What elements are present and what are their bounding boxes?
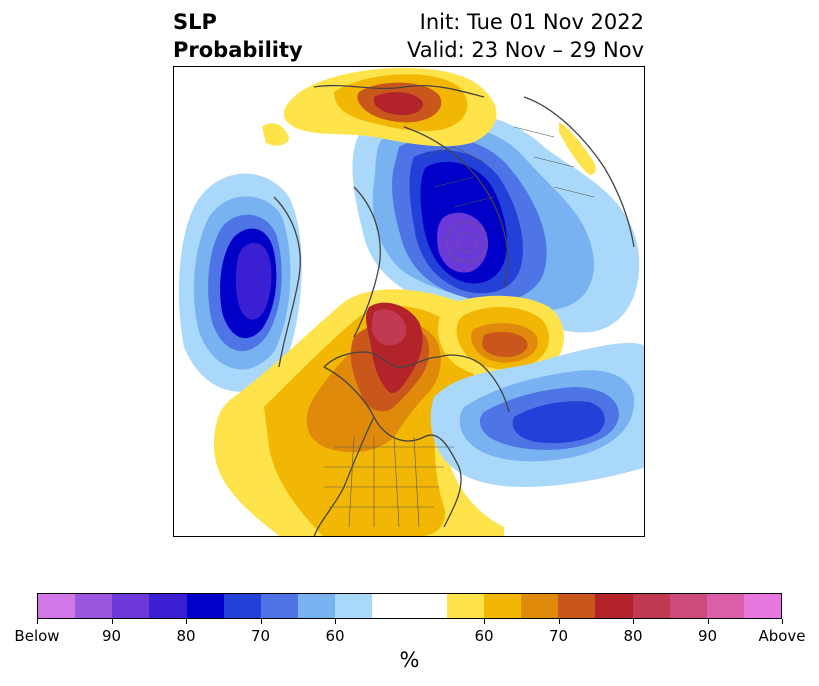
colorbar-segment xyxy=(372,594,410,618)
colorbar-tick-label: 60 xyxy=(474,627,494,645)
probability-map xyxy=(173,66,645,537)
colorbar-segment xyxy=(743,594,782,618)
colorbar-tick-label: 80 xyxy=(176,627,196,645)
colorbar-tick xyxy=(186,619,187,624)
colorbar-segment xyxy=(75,594,113,618)
colorbar-segment xyxy=(223,594,261,618)
atlantic-low-mid xyxy=(512,401,605,444)
init-date: Init: Tue 01 Nov 2022 xyxy=(419,10,644,34)
colorbar-tick-label: Below xyxy=(14,627,60,645)
greenland-high-strong xyxy=(482,331,528,357)
pacific-low-deep xyxy=(236,242,272,320)
chart-dates: Init: Tue 01 Nov 2022 Valid: 23 Nov – 29… xyxy=(407,8,644,64)
colorbar-segment xyxy=(335,594,373,618)
colorbar-tick-label: 90 xyxy=(101,627,122,645)
colorbar-tick xyxy=(111,619,113,624)
colorbar-tick-label: 70 xyxy=(250,627,271,645)
colorbar-segment xyxy=(446,594,484,618)
probability-shading xyxy=(178,67,644,536)
west-pacific-above xyxy=(262,123,289,146)
title-variable: SLP xyxy=(173,10,217,34)
colorbar-tick xyxy=(37,619,38,624)
colorbar-tick-label: 80 xyxy=(623,627,643,645)
valid-range: Valid: 23 Nov – 29 Nov xyxy=(407,38,644,62)
colorbar-segment xyxy=(38,594,76,618)
colorbar-segment xyxy=(260,594,299,618)
colorbar xyxy=(37,593,782,619)
colorbar-tick-label: 70 xyxy=(548,627,569,645)
colorbar-segment xyxy=(632,594,670,618)
title-type: Probability xyxy=(173,38,303,62)
arctic-low-deep xyxy=(437,212,489,273)
colorbar-segment xyxy=(521,594,559,618)
siberia-high-deep xyxy=(374,92,423,115)
colorbar-segment xyxy=(298,594,336,618)
colorbar-tick-label: 90 xyxy=(697,627,718,645)
east-asia-above xyxy=(559,122,596,175)
colorbar-segment xyxy=(149,594,187,618)
colorbar-segment xyxy=(558,594,596,618)
colorbar-segment xyxy=(483,594,522,618)
colorbar-segment xyxy=(409,594,447,618)
colorbar-segment xyxy=(112,594,150,618)
chart-title: SLP Probability xyxy=(173,8,303,64)
map-svg xyxy=(178,67,644,536)
colorbar-tick xyxy=(782,619,783,624)
colorbar-tick xyxy=(260,619,262,624)
colorbar-tick xyxy=(484,619,485,624)
colorbar-tick xyxy=(707,619,709,624)
colorbar-tick-label: 60 xyxy=(325,627,345,645)
colorbar-tick-label: Above xyxy=(758,627,806,645)
colorbar-unit: % xyxy=(399,648,420,672)
colorbar-segment xyxy=(669,594,707,618)
borders xyxy=(324,126,595,528)
colorbar-segment xyxy=(595,594,633,618)
colorbar-segment xyxy=(706,594,744,618)
colorbar-tick xyxy=(633,619,634,624)
colorbar-segment xyxy=(186,594,224,618)
colorbar-tick xyxy=(558,619,560,624)
colorbar-labels: Below 90 80 70 60 60 70 80 90 Above xyxy=(0,627,819,647)
pole-grid xyxy=(446,221,488,263)
colorbar-tick xyxy=(335,619,336,624)
canada-high-very xyxy=(371,309,407,346)
